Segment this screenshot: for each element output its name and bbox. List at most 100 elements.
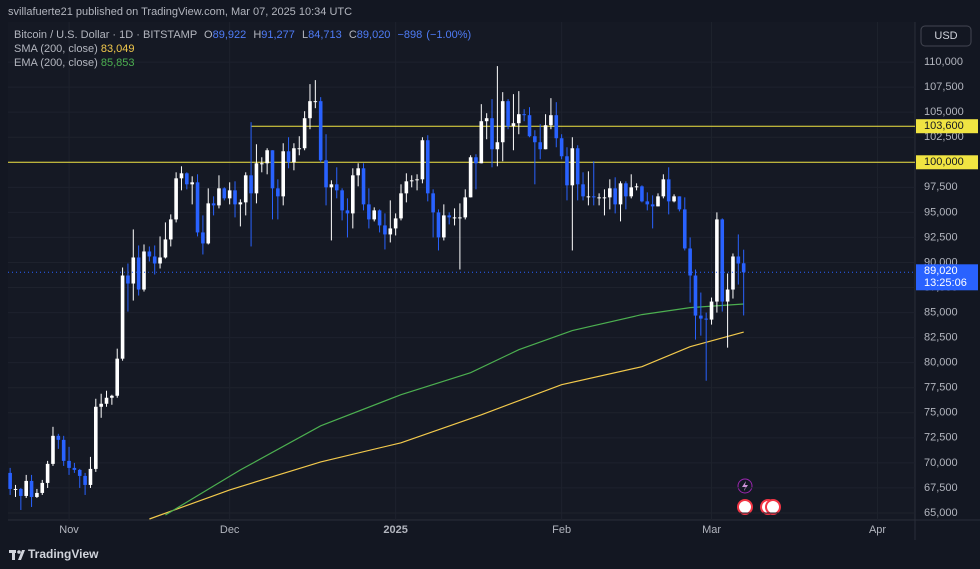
candle-body — [699, 315, 703, 319]
candle-body — [479, 121, 484, 164]
candle-body — [447, 215, 451, 218]
candle-body — [168, 219, 173, 240]
candle-body — [634, 186, 639, 188]
candle-body — [618, 183, 623, 205]
candle-body — [452, 217, 457, 219]
currency-box[interactable] — [920, 25, 972, 47]
indicator-value: 85,853 — [100, 57, 135, 69]
candle-body — [35, 492, 39, 497]
candle-body — [484, 118, 489, 122]
x-tick-label: Feb — [552, 524, 571, 536]
candle-body — [415, 179, 419, 181]
candle-body — [672, 196, 676, 202]
logo — [9, 550, 25, 560]
y-tick-label: 95,000 — [924, 206, 958, 218]
indicator-name: SMA (200, close) — [14, 43, 98, 55]
candle-body — [185, 173, 189, 185]
price-label-box — [916, 264, 978, 291]
candle-body — [24, 480, 29, 496]
candle-body — [554, 115, 559, 139]
candle-body — [88, 468, 93, 485]
candle-body — [120, 275, 125, 359]
y-tick-label: 97,500 — [924, 181, 958, 193]
candle-body — [136, 257, 141, 290]
candle-body — [581, 184, 585, 197]
candle-body — [334, 184, 339, 191]
y-tick-label: 77,500 — [924, 382, 958, 394]
candle-body — [249, 175, 253, 194]
candle-body — [292, 148, 296, 163]
candle-body — [19, 488, 23, 496]
price-label: 89,020 — [924, 265, 958, 277]
candle-body — [591, 196, 596, 198]
candle-body — [286, 151, 291, 163]
candle-body — [682, 209, 687, 249]
candle-body — [474, 157, 478, 164]
candle-body — [361, 168, 366, 205]
currency[interactable]: USD — [934, 30, 957, 42]
candle-body — [313, 101, 318, 103]
y-tick-label: 75,000 — [924, 407, 958, 419]
y-tick-label: 70,000 — [924, 457, 958, 469]
candle-body — [45, 463, 50, 483]
candle-body — [99, 403, 103, 407]
quote-value: 84,713 — [308, 29, 342, 41]
candle-body — [13, 488, 18, 490]
candle-body — [602, 197, 607, 199]
candle-body — [324, 160, 328, 188]
brand[interactable]: TradingView — [28, 547, 99, 561]
candle-body — [115, 358, 120, 396]
candle-body — [506, 101, 510, 127]
candle-body — [613, 188, 617, 205]
candle-body — [650, 204, 655, 207]
y-tick-label: 80,000 — [924, 357, 958, 369]
candle-body — [586, 196, 591, 198]
level-label: 100,000 — [924, 156, 964, 168]
candle-body — [715, 219, 719, 302]
candle-body — [442, 215, 446, 238]
candle-body — [61, 439, 66, 461]
plot — [8, 22, 915, 520]
candle-body — [318, 101, 323, 161]
candle-body — [516, 114, 521, 124]
candle-body — [404, 181, 409, 194]
candle-body — [629, 187, 634, 197]
candle-body — [104, 397, 109, 404]
y-tick-label: 65,000 — [924, 507, 958, 519]
candle-body — [495, 142, 500, 150]
candle-body — [276, 188, 280, 197]
candle-body — [152, 256, 157, 264]
quote-key: H — [253, 29, 262, 41]
candle-body — [259, 163, 264, 165]
candle-body — [29, 480, 34, 497]
candle-body — [351, 175, 355, 214]
quote-value: 91,277 — [261, 29, 295, 41]
candle-body — [163, 239, 168, 258]
y-tick-label: 105,000 — [924, 106, 964, 118]
y-tick-label: 92,500 — [924, 231, 958, 243]
candle-body — [217, 188, 221, 206]
candle-body — [211, 203, 216, 206]
publish-header: svillafuerte21 published on TradingView.… — [8, 6, 352, 18]
candle-body — [645, 201, 650, 205]
candle-body — [297, 148, 302, 150]
candle-body — [640, 186, 644, 202]
y-tick-label: 82,500 — [924, 332, 958, 344]
candle-body — [704, 318, 708, 320]
quote-key: L — [301, 29, 309, 41]
candle-body — [608, 188, 612, 198]
candle-body — [731, 256, 735, 290]
candle-body — [522, 114, 526, 116]
candle-body — [206, 203, 211, 244]
candle-body — [83, 475, 87, 485]
candle-body — [238, 202, 243, 205]
candle-body — [51, 435, 55, 464]
candle-body — [308, 101, 312, 119]
candle-body — [597, 197, 601, 199]
candle-body — [67, 460, 71, 468]
candle-body — [131, 257, 136, 284]
candle-body — [372, 210, 377, 220]
x-tick-label: Mar — [702, 524, 721, 536]
